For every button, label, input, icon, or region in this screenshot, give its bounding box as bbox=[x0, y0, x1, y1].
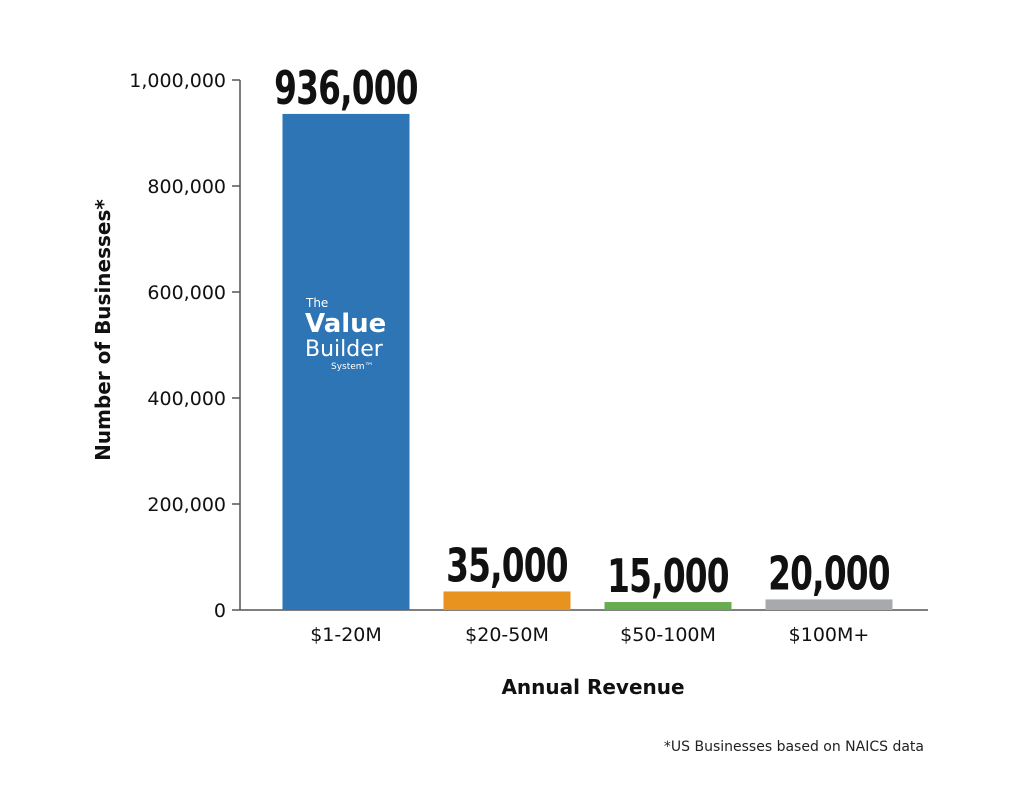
x-tick-label: $100M+ bbox=[789, 624, 870, 646]
y-axis-ticks: 0 200,000 400,000 600,000 800,000 1,000,000 bbox=[129, 70, 240, 622]
x-tick-label: $20-50M bbox=[465, 624, 549, 646]
x-axis-ticks: $1-20M $20-50M $50-100M $100M+ bbox=[310, 624, 869, 646]
x-axis-title: Annual Revenue bbox=[501, 675, 684, 699]
value-builder-logo: The Value Builder System™ bbox=[305, 296, 386, 372]
bars-group bbox=[282, 113, 893, 611]
y-tick-label: 1,000,000 bbox=[129, 70, 226, 92]
y-tick-label: 600,000 bbox=[147, 282, 226, 304]
data-label: 15,000 bbox=[607, 551, 729, 604]
bar bbox=[282, 113, 410, 611]
data-label: 936,000 bbox=[274, 62, 418, 115]
x-tick-label: $50-100M bbox=[620, 624, 716, 646]
footnote: *US Businesses based on NAICS data bbox=[664, 739, 924, 755]
logo-line-builder: Builder bbox=[305, 337, 384, 362]
data-label: 20,000 bbox=[768, 548, 890, 601]
y-tick-label: 0 bbox=[214, 600, 226, 622]
y-axis-title: Number of Businesses* bbox=[91, 199, 115, 461]
bar bbox=[443, 591, 571, 610]
bar bbox=[765, 599, 893, 610]
y-tick-label: 200,000 bbox=[147, 494, 226, 516]
y-tick-label: 800,000 bbox=[147, 176, 226, 198]
bar bbox=[604, 602, 732, 610]
logo-line-value: Value bbox=[305, 309, 386, 339]
value-labels-group: 936,000 35,000 15,000 20,000 bbox=[274, 62, 890, 603]
logo-line-the: The bbox=[305, 296, 328, 310]
logo-line-system: System™ bbox=[331, 362, 374, 372]
data-label: 35,000 bbox=[446, 540, 568, 593]
y-tick-label: 400,000 bbox=[147, 388, 226, 410]
x-tick-label: $1-20M bbox=[310, 624, 382, 646]
